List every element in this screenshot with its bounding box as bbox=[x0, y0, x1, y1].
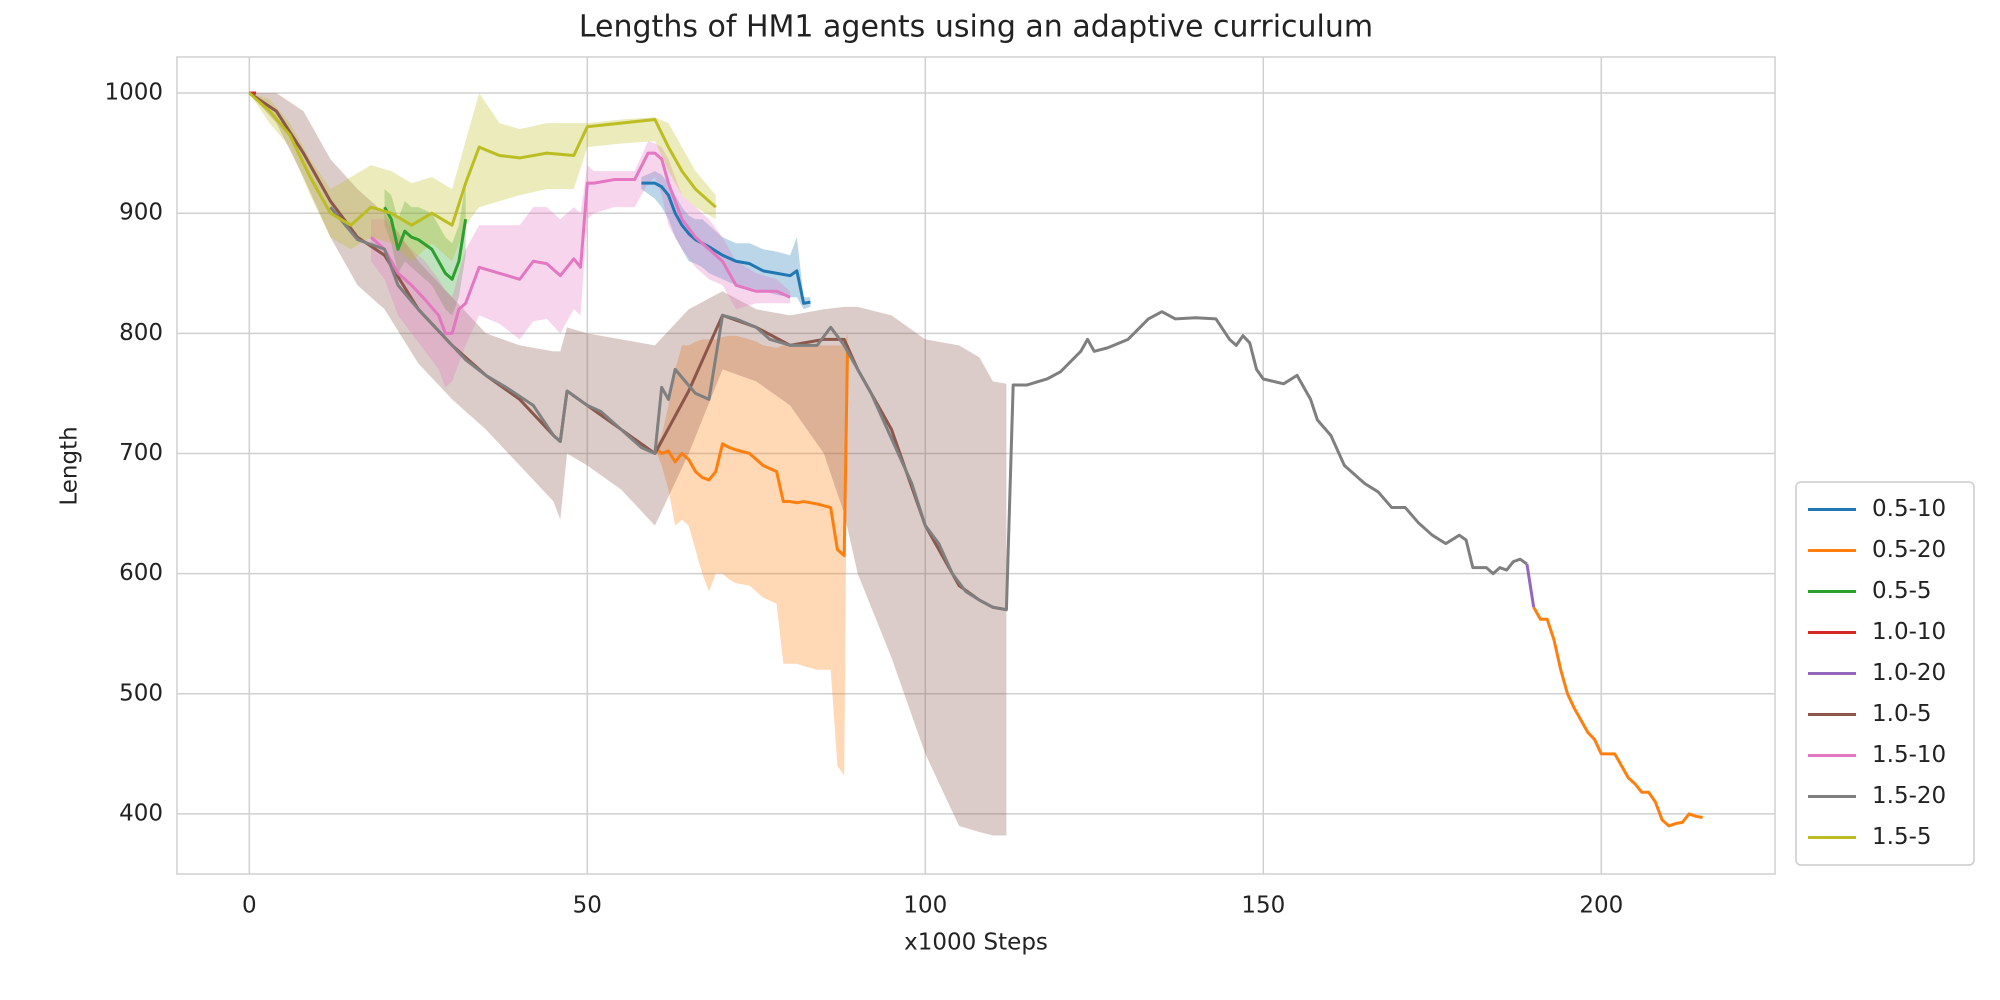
legend-label: 1.0-5 bbox=[1872, 701, 1932, 727]
y-axis-label: Length bbox=[57, 426, 83, 505]
confidence-band bbox=[384, 183, 466, 316]
legend-label: 1.5-5 bbox=[1872, 824, 1932, 850]
legend-label: 1.0-20 bbox=[1872, 660, 1946, 686]
confidence-band bbox=[249, 93, 1007, 836]
confidence-band bbox=[641, 171, 811, 310]
y-tick-label: 800 bbox=[119, 320, 163, 346]
series-line bbox=[370, 151, 791, 335]
series-line bbox=[641, 181, 811, 305]
chart-title: Lengths of HM1 agents using an adaptive … bbox=[579, 10, 1373, 45]
legend-label: 0.5-10 bbox=[1872, 496, 1946, 522]
legend-label: 0.5-20 bbox=[1872, 537, 1946, 563]
x-axis-label: x1000 Steps bbox=[904, 930, 1048, 956]
x-tick-label: 100 bbox=[903, 893, 947, 919]
legend: 0.5-10 0.5-20 0.5-5 1.0-10 1.0-20 1.0-5 1.5-10… bbox=[1795, 481, 1975, 866]
series-line bbox=[653, 345, 850, 558]
series-line bbox=[329, 206, 1528, 612]
x-tick-label: 50 bbox=[573, 893, 602, 919]
y-tick-label: 900 bbox=[119, 200, 163, 226]
series-line bbox=[383, 206, 468, 281]
y-tick-label: 500 bbox=[119, 680, 163, 706]
x-tick-label: 200 bbox=[1579, 893, 1623, 919]
x-tick-label: 0 bbox=[242, 893, 257, 919]
legend-box bbox=[1795, 481, 1975, 866]
legend-label: 0.5-5 bbox=[1872, 578, 1932, 604]
series-line bbox=[1532, 606, 1703, 828]
y-tick-label: 700 bbox=[119, 440, 163, 466]
y-tick-label: 1000 bbox=[104, 80, 163, 106]
y-tick-label: 600 bbox=[119, 560, 163, 586]
confidence-band bbox=[249, 93, 716, 262]
x-tick-label: 150 bbox=[1241, 893, 1285, 919]
legend-label: 1.5-10 bbox=[1872, 742, 1946, 768]
legend-label: 1.0-10 bbox=[1872, 619, 1946, 645]
legend-label: 1.5-20 bbox=[1872, 783, 1946, 809]
confidence-band bbox=[654, 333, 848, 776]
y-tick-label: 400 bbox=[119, 800, 163, 826]
series-line bbox=[248, 91, 717, 227]
plot-frame bbox=[176, 56, 1776, 875]
series-line bbox=[1525, 563, 1536, 608]
